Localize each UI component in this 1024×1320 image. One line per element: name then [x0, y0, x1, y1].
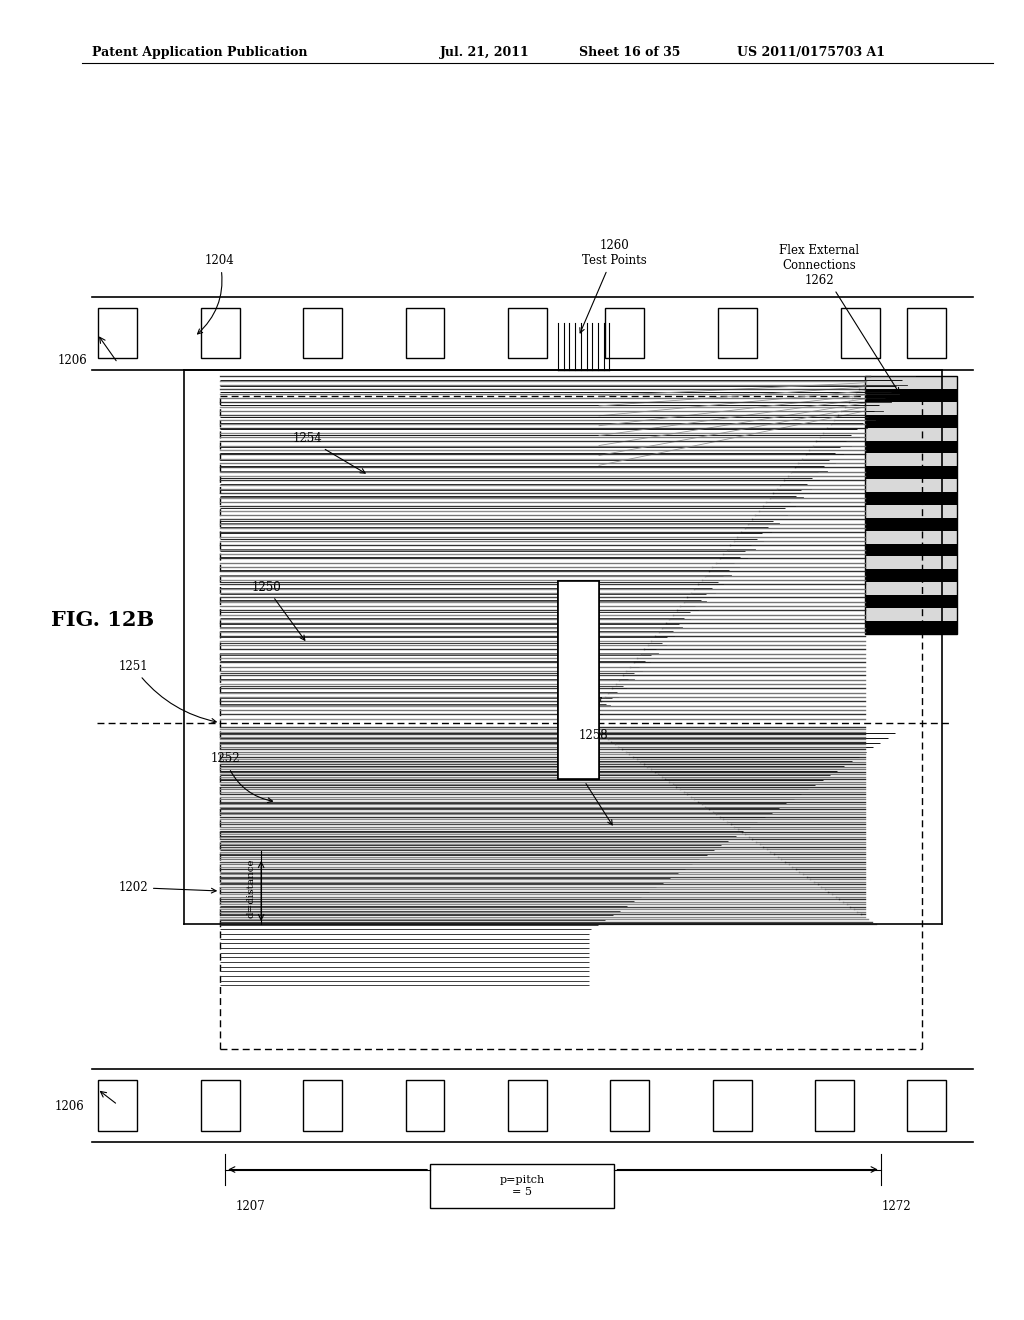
- Bar: [865, 401, 957, 414]
- Text: 1206: 1206: [54, 1100, 84, 1113]
- Bar: [865, 517, 957, 531]
- Bar: [865, 582, 957, 595]
- Text: Patent Application Publication: Patent Application Publication: [92, 46, 307, 59]
- Bar: [865, 504, 957, 517]
- Bar: [98, 309, 137, 359]
- Text: 1256: 1256: [563, 766, 612, 825]
- Text: 1258: 1258: [579, 729, 608, 742]
- Bar: [907, 309, 946, 359]
- Text: 1202: 1202: [119, 880, 216, 894]
- Bar: [865, 376, 957, 389]
- Bar: [841, 309, 880, 359]
- Bar: [430, 1164, 614, 1208]
- Bar: [865, 595, 957, 607]
- Text: 1257: 1257: [573, 697, 603, 710]
- Bar: [201, 1080, 240, 1130]
- Bar: [865, 607, 957, 620]
- Bar: [558, 581, 599, 779]
- Bar: [865, 389, 957, 401]
- Text: 1272: 1272: [882, 1200, 910, 1213]
- Bar: [508, 309, 547, 359]
- Text: FIG. 12B: FIG. 12B: [51, 610, 154, 631]
- Bar: [718, 309, 757, 359]
- Bar: [865, 479, 957, 492]
- Bar: [865, 441, 957, 454]
- Bar: [303, 1080, 342, 1130]
- Bar: [865, 620, 957, 634]
- Text: 1260
Test Points: 1260 Test Points: [580, 239, 647, 333]
- Bar: [865, 454, 957, 466]
- Bar: [815, 1080, 854, 1130]
- Text: US 2011/0175703 A1: US 2011/0175703 A1: [737, 46, 886, 59]
- Bar: [865, 531, 957, 544]
- Text: Sheet 16 of 35: Sheet 16 of 35: [579, 46, 680, 59]
- Text: 1251: 1251: [119, 660, 216, 723]
- Bar: [406, 309, 444, 359]
- Text: 1206: 1206: [57, 354, 87, 367]
- Bar: [303, 309, 342, 359]
- Bar: [713, 1080, 752, 1130]
- Text: 1254: 1254: [292, 432, 366, 473]
- Bar: [508, 1080, 547, 1130]
- Bar: [865, 544, 957, 557]
- Bar: [865, 557, 957, 569]
- Bar: [406, 1080, 444, 1130]
- Bar: [201, 309, 240, 359]
- Text: 1207: 1207: [236, 1200, 266, 1213]
- Text: 1204: 1204: [198, 253, 234, 334]
- Bar: [865, 376, 957, 634]
- Bar: [558, 581, 599, 779]
- Text: Flex External
Connections
1262: Flex External Connections 1262: [779, 244, 899, 392]
- Bar: [610, 1080, 649, 1130]
- Text: 1250: 1250: [251, 581, 305, 640]
- Text: Jul. 21, 2011: Jul. 21, 2011: [440, 46, 530, 59]
- Text: 1252: 1252: [211, 752, 272, 803]
- Bar: [865, 414, 957, 428]
- Text: d=distance: d=distance: [247, 858, 256, 917]
- Bar: [98, 1080, 137, 1130]
- Bar: [865, 466, 957, 479]
- Bar: [865, 569, 957, 582]
- Bar: [865, 492, 957, 506]
- Bar: [605, 309, 644, 359]
- Bar: [907, 1080, 946, 1130]
- Bar: [865, 428, 957, 441]
- Text: p=pitch
= 5: p=pitch = 5: [500, 1175, 545, 1197]
